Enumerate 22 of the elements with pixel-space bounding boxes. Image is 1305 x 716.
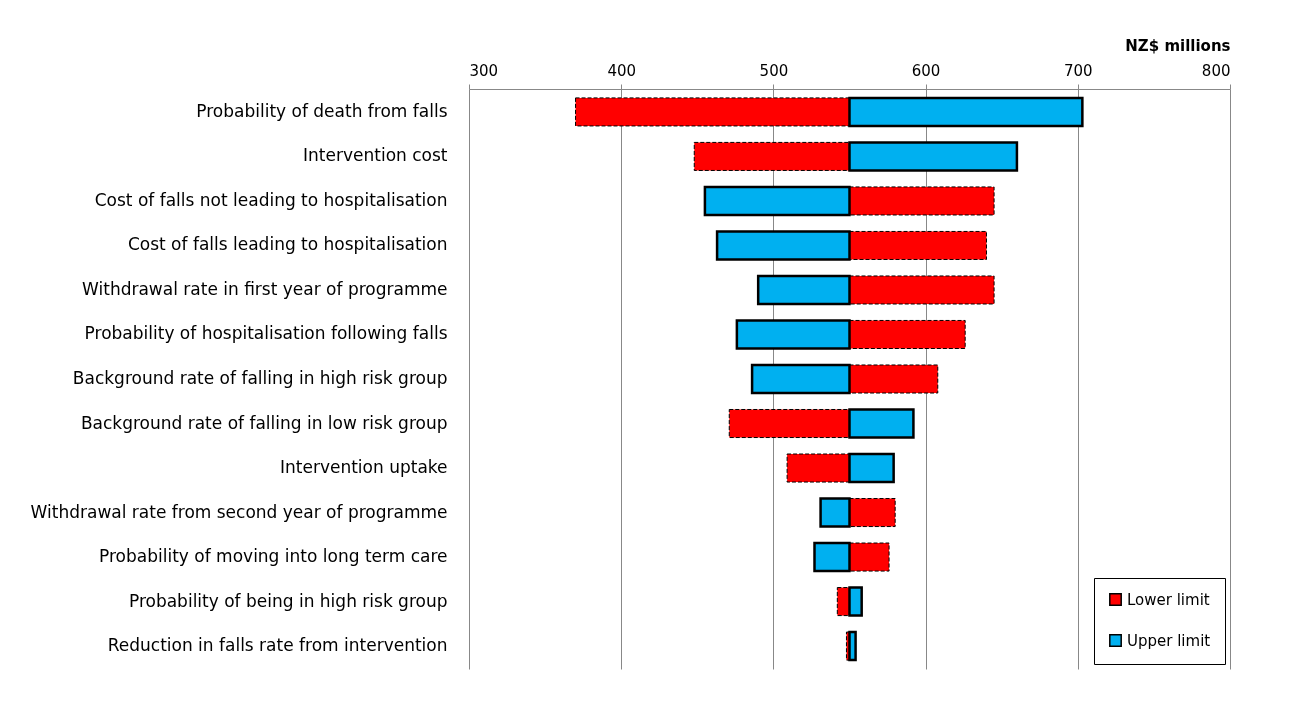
y-tick-label: Cost of falls leading to hospitalisation <box>127 234 448 255</box>
x-tick-label: 400 <box>607 61 637 80</box>
y-tick-label: Intervention uptake <box>279 457 448 478</box>
y-tick-label: Probability of moving into long term care <box>99 546 448 567</box>
y-tick-label: Intervention cost <box>303 145 448 166</box>
x-tick-label: 700 <box>1063 61 1093 80</box>
x-tick-label: 500 <box>759 61 789 80</box>
legend-label: Upper limit <box>1127 631 1211 650</box>
x-tick-label: 600 <box>911 61 941 80</box>
y-tick-label: Probability of being in high risk group <box>128 590 448 611</box>
legend-label: Lower limit <box>1127 590 1210 609</box>
y-tick-label: Background rate of falling in low risk group <box>80 412 448 433</box>
y-tick-label: Withdrawal rate in first year of programme <box>82 278 448 299</box>
x-tick-label: 300 <box>469 61 499 80</box>
x-tick-label: 800 <box>1201 61 1231 80</box>
y-tick-label: Probability of hospitalisation following falls <box>84 323 448 344</box>
y-tick-label: Cost of falls not leading to hospitalisation <box>94 189 448 210</box>
y-tick-label: Reduction in falls rate from intervention <box>107 635 448 656</box>
y-tick-label: Background rate of falling in high risk group <box>72 368 448 388</box>
y-tick-label: Probability of death from falls <box>196 100 448 121</box>
y-tick-label: Withdrawal rate from second year of programme <box>30 501 448 522</box>
x-axis-title: NZ$ millions <box>1125 36 1231 55</box>
